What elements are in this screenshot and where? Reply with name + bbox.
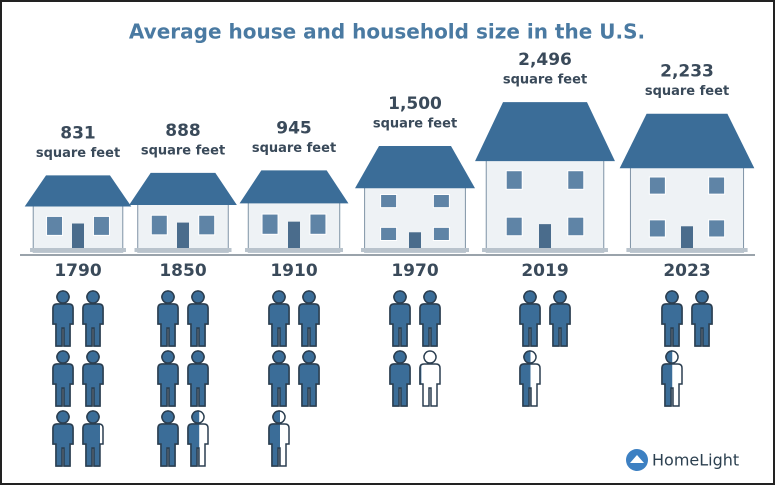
- window: [198, 214, 216, 236]
- house: [475, 102, 615, 253]
- roof: [129, 172, 237, 205]
- door: [177, 222, 189, 252]
- window: [92, 215, 110, 236]
- person: [82, 410, 100, 467]
- person: [157, 410, 179, 467]
- logo: HomeLight: [626, 449, 739, 471]
- unit-label: square feet: [503, 73, 587, 88]
- household: [389, 290, 441, 407]
- window: [432, 226, 450, 241]
- unit-label: square feet: [645, 84, 729, 99]
- porch: [361, 248, 469, 252]
- roof: [355, 146, 475, 189]
- porch: [134, 248, 232, 252]
- person: [268, 290, 290, 347]
- household: [268, 290, 320, 467]
- person: [298, 350, 320, 407]
- window: [505, 216, 523, 237]
- window: [150, 214, 168, 236]
- house: [24, 175, 132, 253]
- household: [52, 290, 104, 467]
- window: [380, 193, 398, 209]
- unit-label: square feet: [36, 146, 120, 161]
- person: [549, 290, 571, 347]
- person: [52, 410, 74, 467]
- value-label: 945: [276, 118, 312, 138]
- window: [648, 176, 666, 195]
- person: [661, 290, 683, 347]
- person: [52, 350, 74, 407]
- door: [409, 232, 421, 252]
- person: [661, 350, 673, 407]
- value-label: 2,233: [660, 62, 714, 82]
- year-label: 1790: [54, 261, 101, 281]
- porch: [482, 248, 608, 252]
- person: [389, 350, 411, 407]
- house: [619, 113, 755, 253]
- year-label: 1970: [391, 261, 438, 281]
- brand: HomeLight: [652, 451, 739, 470]
- window: [261, 213, 279, 235]
- window: [708, 176, 726, 195]
- person: [187, 350, 209, 407]
- house: [355, 146, 475, 253]
- person: [389, 290, 411, 347]
- value-label: 1,500: [388, 94, 442, 114]
- person: [187, 410, 200, 467]
- window: [432, 193, 450, 209]
- person: [419, 290, 441, 347]
- household: [157, 290, 209, 467]
- window: [648, 219, 666, 238]
- value-label: 831: [60, 123, 96, 143]
- person: [82, 290, 104, 347]
- year-label: 2023: [663, 261, 710, 281]
- unit-label: square feet: [141, 143, 225, 158]
- house: [239, 170, 349, 253]
- door: [288, 221, 300, 252]
- window: [567, 170, 585, 190]
- unit-label: square feet: [252, 141, 336, 156]
- person: [157, 350, 179, 407]
- person: [187, 290, 209, 347]
- window: [505, 170, 523, 190]
- value-label: 888: [165, 121, 201, 141]
- window: [380, 226, 398, 241]
- roof: [619, 113, 755, 169]
- door: [539, 224, 551, 252]
- logo-house: [630, 455, 644, 463]
- house: [129, 172, 237, 253]
- porch: [30, 248, 126, 252]
- chart-title: Average house and household size in the …: [129, 20, 645, 44]
- person: [419, 363, 422, 385]
- door: [681, 226, 693, 252]
- person: [82, 350, 104, 407]
- person: [157, 290, 179, 347]
- porch: [626, 248, 748, 252]
- person-outline: [419, 350, 441, 407]
- window: [567, 216, 585, 237]
- roof: [24, 175, 132, 207]
- household: [661, 290, 713, 407]
- person: [268, 410, 280, 467]
- person: [268, 350, 290, 407]
- porch: [244, 248, 344, 252]
- window: [46, 215, 64, 236]
- year-label: 1910: [270, 261, 317, 281]
- person: [691, 290, 713, 347]
- year-label: 1850: [159, 261, 206, 281]
- window: [309, 213, 327, 235]
- person: [298, 290, 320, 347]
- door: [72, 223, 84, 252]
- roof: [475, 102, 615, 162]
- person: [52, 290, 74, 347]
- roof: [239, 170, 349, 204]
- household: [519, 290, 571, 407]
- person: [519, 350, 531, 407]
- year-label: 2019: [521, 261, 568, 281]
- unit-label: square feet: [373, 117, 457, 132]
- value-label: 2,496: [518, 50, 572, 70]
- window: [708, 219, 726, 238]
- person: [519, 290, 541, 347]
